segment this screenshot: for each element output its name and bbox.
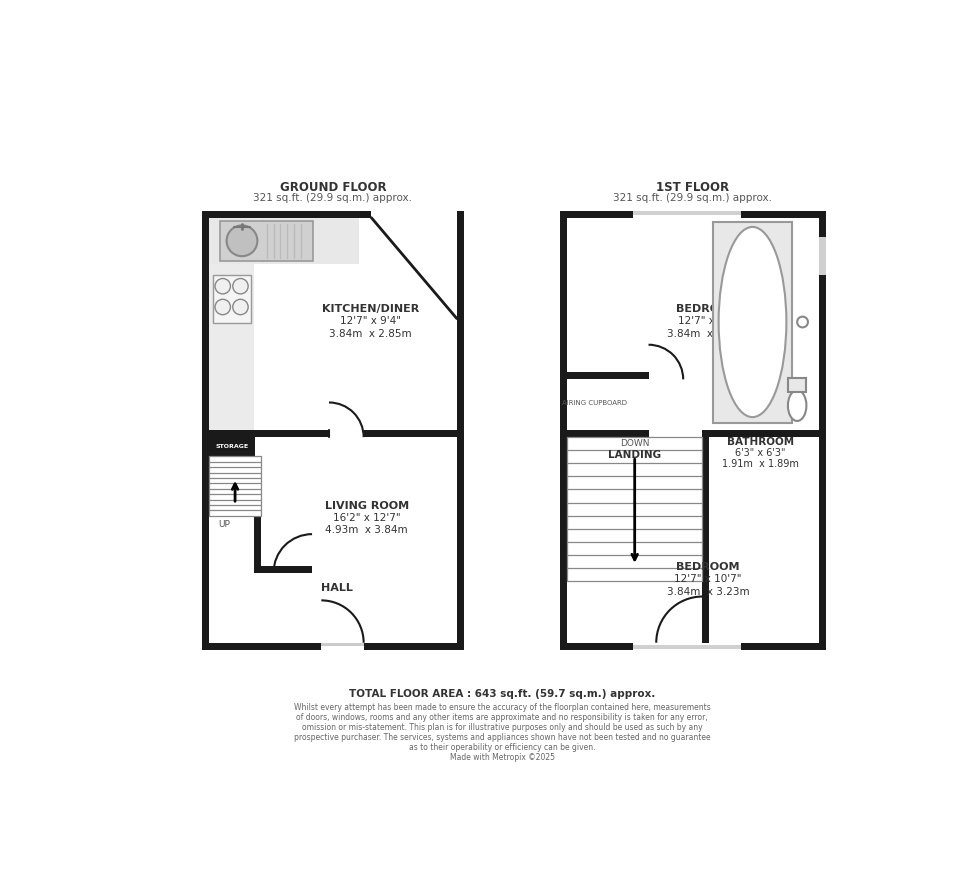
Bar xyxy=(633,643,741,650)
Text: 12'7" x 10'7": 12'7" x 10'7" xyxy=(674,574,742,584)
Text: KITCHEN/DINER: KITCHEN/DINER xyxy=(322,303,419,314)
Bar xyxy=(255,566,312,572)
Circle shape xyxy=(233,279,248,294)
Bar xyxy=(255,515,262,566)
Text: of doors, windows, rooms and any other items are approximate and no responsibili: of doors, windows, rooms and any other i… xyxy=(296,713,709,722)
Text: Made with Metropix ©2025: Made with Metropix ©2025 xyxy=(450,753,555,762)
Bar xyxy=(457,211,464,650)
Text: 4.93m  x 3.84m: 4.93m x 3.84m xyxy=(325,525,408,535)
Bar xyxy=(633,645,741,649)
Text: LANDING: LANDING xyxy=(609,449,662,460)
Bar xyxy=(371,211,457,218)
Bar xyxy=(633,211,741,214)
Text: 321 sq.ft. (29.9 sq.m.) approx.: 321 sq.ft. (29.9 sq.m.) approx. xyxy=(613,193,772,204)
Bar xyxy=(788,378,807,392)
Text: 3.84m  x 2.64m: 3.84m x 2.64m xyxy=(667,328,750,338)
Bar xyxy=(209,437,255,457)
Text: 1.91m  x 1.89m: 1.91m x 1.89m xyxy=(721,459,799,469)
Bar xyxy=(213,275,251,323)
Bar xyxy=(202,211,464,218)
Text: AIRING CUPBOARD: AIRING CUPBOARD xyxy=(563,400,627,406)
Bar xyxy=(703,437,710,643)
Bar xyxy=(818,237,825,275)
Bar xyxy=(321,643,364,646)
Text: HALL: HALL xyxy=(320,583,353,593)
Text: GROUND FLOOR: GROUND FLOOR xyxy=(279,182,386,194)
Circle shape xyxy=(226,225,258,256)
Text: as to their operability or efficiency can be given.: as to their operability or efficiency ca… xyxy=(409,743,596,752)
Bar xyxy=(818,211,825,650)
Bar xyxy=(202,430,329,437)
Text: 12'7" x 8'8": 12'7" x 8'8" xyxy=(678,316,739,327)
Circle shape xyxy=(233,299,248,315)
Text: UP: UP xyxy=(219,521,230,530)
Bar xyxy=(560,211,825,218)
Circle shape xyxy=(797,317,808,328)
Text: 3.84m  x 3.23m: 3.84m x 3.23m xyxy=(667,587,750,596)
Circle shape xyxy=(215,299,230,315)
Text: BATHROOM: BATHROOM xyxy=(726,437,794,447)
Bar xyxy=(364,430,457,437)
Text: TOTAL FLOOR AREA : 643 sq.ft. (59.7 sq.m.) approx.: TOTAL FLOOR AREA : 643 sq.ft. (59.7 sq.m… xyxy=(349,689,656,699)
Text: 6'3" x 6'3": 6'3" x 6'3" xyxy=(735,449,785,458)
Text: 3.84m  x 2.85m: 3.84m x 2.85m xyxy=(329,328,412,338)
Bar xyxy=(202,211,209,650)
Bar xyxy=(703,430,818,437)
Text: 1ST FLOOR: 1ST FLOOR xyxy=(657,182,729,194)
Bar xyxy=(713,222,792,423)
Text: BEDROOM: BEDROOM xyxy=(676,303,740,314)
Bar xyxy=(560,211,566,650)
Bar xyxy=(202,643,321,650)
Text: DOWN: DOWN xyxy=(620,439,650,448)
Bar xyxy=(364,643,464,650)
Bar xyxy=(560,643,825,650)
Text: BEDROOM: BEDROOM xyxy=(676,562,740,572)
Text: prospective purchaser. The services, systems and appliances shown have not been : prospective purchaser. The services, sys… xyxy=(294,733,710,742)
Ellipse shape xyxy=(788,390,807,421)
Text: 12'7" x 9'4": 12'7" x 9'4" xyxy=(340,316,401,327)
Text: 321 sq.ft. (29.9 sq.m.) approx.: 321 sq.ft. (29.9 sq.m.) approx. xyxy=(254,193,413,204)
Text: STORAGE: STORAGE xyxy=(216,444,249,449)
Text: omission or mis-statement. This plan is for illustrative purposes only and shoul: omission or mis-statement. This plan is … xyxy=(302,723,703,732)
Bar xyxy=(560,430,649,437)
Bar xyxy=(209,218,254,430)
Text: Whilst every attempt has been made to ensure the accuracy of the floorplan conta: Whilst every attempt has been made to en… xyxy=(294,703,710,712)
Text: LIVING ROOM: LIVING ROOM xyxy=(324,501,409,511)
Text: 16'2" x 12'7": 16'2" x 12'7" xyxy=(333,513,401,523)
Circle shape xyxy=(215,279,230,294)
Ellipse shape xyxy=(718,227,786,417)
Bar xyxy=(560,372,649,379)
Bar xyxy=(633,211,741,218)
Bar xyxy=(220,221,313,261)
Bar xyxy=(209,218,359,263)
